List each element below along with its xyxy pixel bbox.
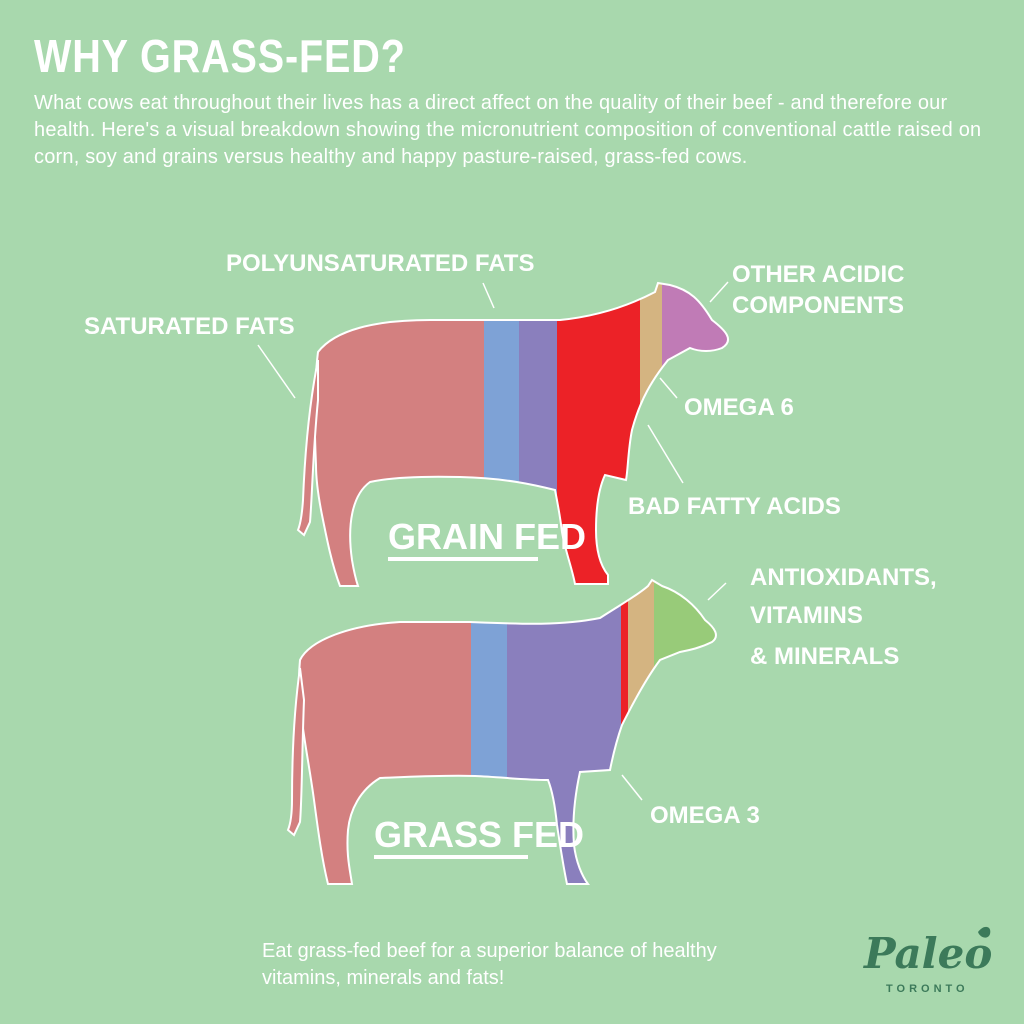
caption-grain-fed-underline xyxy=(388,557,538,561)
intro-paragraph: What cows eat throughout their lives has… xyxy=(34,92,982,168)
logo-brand-text: Paleo xyxy=(863,929,992,978)
grain-omega-6-segment xyxy=(640,283,662,586)
grain-tail xyxy=(296,359,319,537)
label-antioxidants-line1: ANTIOXIDANTS, xyxy=(750,564,937,591)
leaf-icon xyxy=(978,926,991,938)
label-other-acidic-line1: OTHER ACIDIC xyxy=(732,261,904,288)
caption-grass-fed-underline xyxy=(374,855,528,859)
label-saturated-fats: SATURATED FATS xyxy=(84,313,295,340)
grass-omega-6-segment xyxy=(628,580,654,884)
label-bad-fatty-acids: BAD FATTY ACIDS xyxy=(628,493,841,520)
paleo-toronto-logo: Paleo TORONTO xyxy=(863,926,992,995)
label-other-acidic-line2: COMPONENTS xyxy=(732,292,904,319)
grass-bad-fatty-acids-segment xyxy=(621,580,628,884)
caption-grass-fed: GRASS FED xyxy=(374,814,584,855)
label-polyunsaturated-fats: POLYUNSATURATED FATS xyxy=(226,250,534,277)
label-antioxidants-line2: VITAMINS xyxy=(750,602,863,629)
label-antioxidants-line3: & MINERALS xyxy=(750,643,899,670)
grass-antioxidants-segment xyxy=(654,580,716,884)
label-omega-6: OMEGA 6 xyxy=(684,394,794,421)
label-omega-3: OMEGA 3 xyxy=(650,802,760,829)
grass-tail xyxy=(286,667,306,837)
logo-city-text: TORONTO xyxy=(886,983,969,995)
footer-text: Eat grass-fed beef for a superior balanc… xyxy=(262,940,717,989)
grain-other-acidic-segment xyxy=(662,283,729,586)
leader-lines xyxy=(257,281,729,801)
caption-grain-fed: GRAIN FED xyxy=(388,516,586,557)
page-title: WHY GRASS-FED? xyxy=(34,30,406,82)
